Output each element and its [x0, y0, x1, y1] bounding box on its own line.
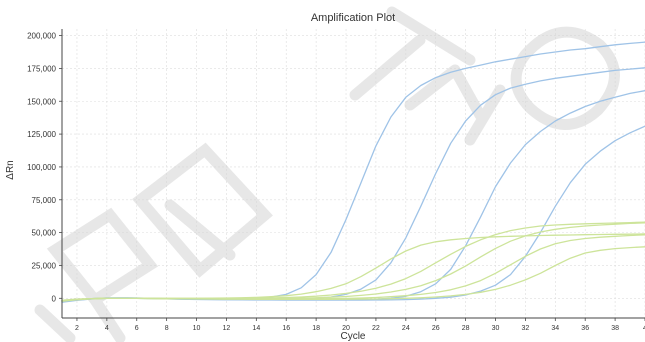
- chart-title: Amplification Plot: [311, 12, 395, 24]
- y-tick-label-3: 75,000: [32, 196, 57, 205]
- x-tick-label-6: 14: [252, 325, 260, 332]
- y-tick-label-6: 150,000: [27, 97, 56, 106]
- x-tick-label-11: 24: [402, 325, 410, 332]
- x-tick-label-9: 20: [342, 325, 350, 332]
- x-tick-label-14: 30: [492, 325, 500, 332]
- x-tick-label-2: 6: [135, 325, 139, 332]
- x-tick-label-4: 10: [193, 325, 201, 332]
- x-tick-label-0: 2: [75, 325, 79, 332]
- y-tick-label-7: 175,000: [27, 64, 56, 73]
- x-tick-label-17: 36: [581, 325, 589, 332]
- series-layer: [61, 41, 645, 303]
- y-tick-label-1: 25,000: [32, 261, 57, 270]
- y-tick-label-2: 50,000: [32, 229, 57, 238]
- x-tick-label-5: 12: [223, 325, 231, 332]
- x-tick-label-8: 18: [312, 325, 320, 332]
- y-ticks: 0 25,000 50,000 75,000 100,000 125,000 150,000…: [27, 32, 62, 303]
- x-tick-label-7: 16: [282, 325, 290, 332]
- x-tick-label-19: 4: [643, 325, 645, 332]
- x-tick-label-13: 28: [462, 325, 470, 332]
- axes: [61, 29, 645, 319]
- y-tick-label-0: 0: [52, 294, 57, 303]
- y-tick-label-4: 100,000: [27, 163, 56, 172]
- watermark: [34, 6, 620, 342]
- x-tick-label-1: 4: [105, 325, 109, 332]
- gridlines: [62, 29, 645, 318]
- x-tick-label-18: 38: [611, 325, 619, 332]
- y-tick-label-5: 125,000: [27, 130, 56, 139]
- x-ticks: 24681012141618202224262830323436384: [75, 318, 645, 332]
- series-line-9: [61, 246, 645, 302]
- y-axis-label: ΔRn: [5, 160, 16, 179]
- x-tick-label-10: 22: [372, 325, 380, 332]
- x-tick-label-12: 26: [432, 325, 440, 332]
- y-tick-label-8: 200,000: [27, 32, 56, 41]
- x-tick-label-3: 8: [165, 325, 169, 332]
- x-tick-label-15: 32: [522, 325, 530, 332]
- x-tick-label-16: 34: [551, 325, 559, 332]
- x-axis-label: Cycle: [340, 331, 365, 342]
